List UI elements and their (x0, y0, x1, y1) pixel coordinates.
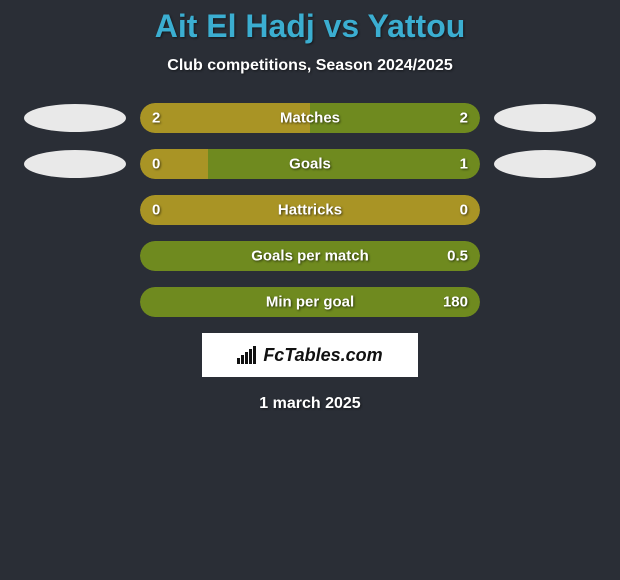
stat-label: Min per goal (266, 294, 354, 311)
page-title: Ait El Hadj vs Yattou (0, 8, 620, 45)
bar-chart-icon (237, 346, 259, 364)
stat-row: Min per goal 180 (0, 287, 620, 317)
stat-row: Goals 0 1 (0, 149, 620, 179)
stat-value-right: 0.5 (447, 248, 468, 265)
stat-bar: Goals per match 0.5 (140, 241, 480, 271)
stat-rows: Matches 2 2 Goals 0 1 Hattricks 0 0 Goals per mat… (0, 103, 620, 317)
stat-value-left: 2 (152, 110, 160, 127)
stat-value-left: 0 (152, 156, 160, 173)
stat-value-right: 1 (460, 156, 468, 173)
logo-text: FcTables.com (263, 345, 382, 366)
stat-bar: Matches 2 2 (140, 103, 480, 133)
logo-box: FcTables.com (202, 333, 418, 377)
page-subtitle: Club competitions, Season 2024/2025 (0, 57, 620, 75)
container: Ait El Hadj vs Yattou Club competitions,… (0, 0, 620, 413)
stat-value-right: 180 (443, 294, 468, 311)
stat-row: Matches 2 2 (0, 103, 620, 133)
bar-left-fill (140, 149, 208, 179)
stat-value-left: 0 (152, 202, 160, 219)
stat-value-right: 2 (460, 110, 468, 127)
bar-right-fill (208, 149, 480, 179)
logo: FcTables.com (237, 345, 382, 366)
player-right-oval (494, 104, 596, 132)
stat-label: Goals (289, 156, 331, 173)
date-text: 1 march 2025 (0, 395, 620, 413)
stat-bar: Goals 0 1 (140, 149, 480, 179)
stat-value-right: 0 (460, 202, 468, 219)
player-right-oval (494, 150, 596, 178)
stat-label: Matches (280, 110, 340, 127)
stat-row: Hattricks 0 0 (0, 195, 620, 225)
stat-row: Goals per match 0.5 (0, 241, 620, 271)
stat-bar: Hattricks 0 0 (140, 195, 480, 225)
stat-label: Goals per match (251, 248, 369, 265)
stat-bar: Min per goal 180 (140, 287, 480, 317)
player-left-oval (24, 150, 126, 178)
player-left-oval (24, 104, 126, 132)
stat-label: Hattricks (278, 202, 342, 219)
